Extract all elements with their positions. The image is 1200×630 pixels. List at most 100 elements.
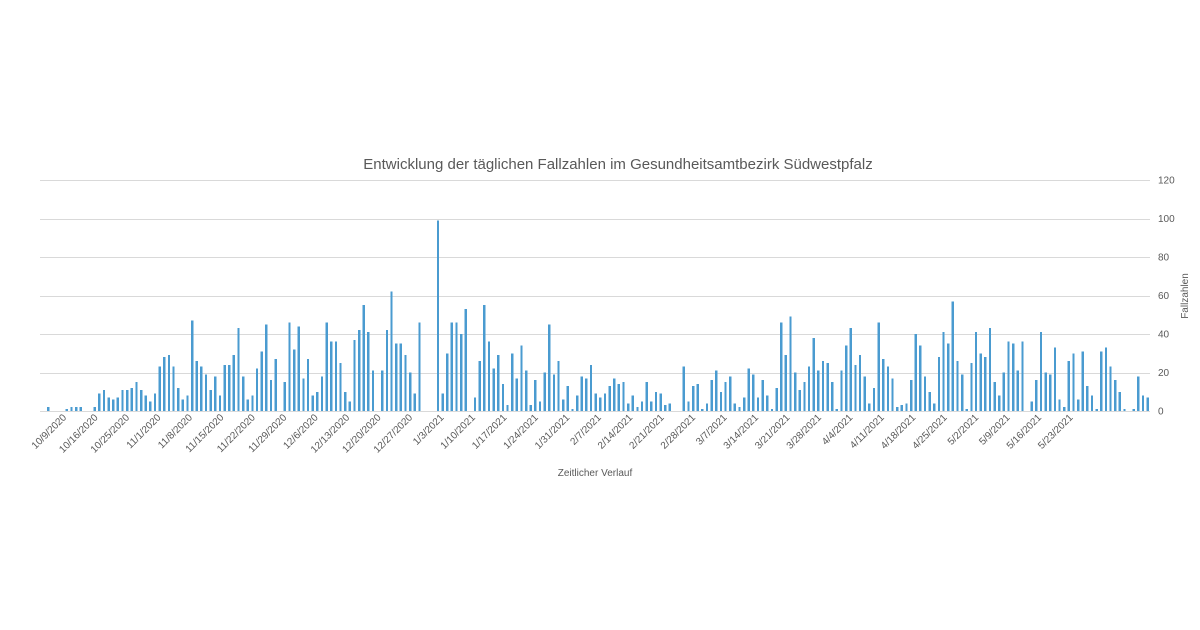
x-axis-title: Zeitlicher Verlauf xyxy=(558,468,633,479)
bar xyxy=(793,372,797,411)
bar xyxy=(241,376,245,411)
y-tick-label: 120 xyxy=(1158,176,1175,187)
bar xyxy=(186,395,189,411)
bar xyxy=(1114,380,1117,411)
bar xyxy=(543,372,546,411)
bar xyxy=(47,407,50,411)
bar xyxy=(993,382,996,412)
bar xyxy=(784,355,788,411)
bar xyxy=(580,376,583,411)
y-tick-label: 80 xyxy=(1158,253,1170,264)
bar xyxy=(1063,407,1066,411)
bar xyxy=(1123,409,1126,411)
bar xyxy=(223,364,226,411)
bar xyxy=(877,322,880,411)
bar xyxy=(362,305,365,412)
bar xyxy=(153,393,157,411)
bar xyxy=(395,343,398,412)
bar xyxy=(158,366,161,411)
bar xyxy=(594,393,597,411)
bar xyxy=(246,399,249,411)
y-tick-label: 60 xyxy=(1158,291,1170,302)
bar xyxy=(195,360,198,411)
bar xyxy=(909,380,913,411)
bar xyxy=(631,395,634,411)
bar xyxy=(390,291,393,411)
bar xyxy=(1053,347,1057,411)
y-tick-labels: 0 20 40 60 80 100 120 xyxy=(1158,176,1175,418)
bar xyxy=(139,389,143,411)
bar xyxy=(320,376,324,411)
bar xyxy=(914,334,917,411)
x-tick-label: 5/2/2021 xyxy=(946,412,982,448)
bar xyxy=(1081,351,1084,411)
bar xyxy=(585,378,588,411)
bar xyxy=(687,401,690,412)
bar xyxy=(214,376,217,411)
bar xyxy=(872,387,876,411)
bar xyxy=(1146,397,1149,411)
bar xyxy=(487,341,491,411)
bar xyxy=(742,397,746,411)
bar xyxy=(534,380,537,411)
bar xyxy=(766,395,769,411)
bar xyxy=(334,341,338,411)
bar xyxy=(1058,399,1061,411)
bar xyxy=(302,378,305,411)
bar xyxy=(464,308,467,411)
bar xyxy=(1090,395,1094,411)
bar xyxy=(1007,341,1010,411)
bar xyxy=(200,366,203,411)
bar xyxy=(1100,351,1103,411)
bar xyxy=(696,384,699,411)
y-tick-label: 0 xyxy=(1158,407,1164,418)
bar xyxy=(849,328,852,411)
bar xyxy=(381,370,384,411)
bar xyxy=(636,407,639,411)
bar xyxy=(557,360,560,411)
bar xyxy=(135,382,138,412)
bar xyxy=(460,334,463,411)
bar xyxy=(770,409,774,411)
bar xyxy=(919,345,922,411)
bar xyxy=(492,368,495,411)
bar xyxy=(408,372,412,411)
bar xyxy=(413,393,416,411)
bar xyxy=(756,397,760,411)
bar xyxy=(306,359,310,411)
bar xyxy=(1044,372,1047,411)
bar xyxy=(789,316,792,411)
x-tick-label: 1/31/2021 xyxy=(533,412,573,452)
bar xyxy=(367,332,370,411)
bar xyxy=(524,370,528,411)
x-tick-label: 2/28/2021 xyxy=(659,412,699,452)
bar xyxy=(691,385,695,411)
bar xyxy=(121,389,124,411)
bar xyxy=(548,324,551,412)
bar xyxy=(821,360,825,411)
bar xyxy=(566,385,570,411)
bar xyxy=(840,370,843,411)
bar xyxy=(552,374,556,411)
bar xyxy=(446,353,449,411)
bar xyxy=(761,380,764,411)
bar xyxy=(93,407,96,411)
bar xyxy=(404,355,407,411)
bar xyxy=(255,368,259,411)
bar xyxy=(617,384,621,411)
bar xyxy=(483,305,486,412)
bar xyxy=(807,366,811,411)
x-tick-label: 4/25/2021 xyxy=(910,412,950,452)
bar xyxy=(501,384,505,411)
bar xyxy=(882,359,885,411)
bar xyxy=(812,337,815,411)
bar xyxy=(330,341,333,411)
bar xyxy=(112,399,115,411)
bar xyxy=(251,395,254,411)
bar xyxy=(1132,409,1135,411)
bar xyxy=(575,395,579,411)
x-tick-label: 3/28/2021 xyxy=(785,412,825,452)
bar xyxy=(1067,360,1070,411)
bar xyxy=(942,332,945,411)
